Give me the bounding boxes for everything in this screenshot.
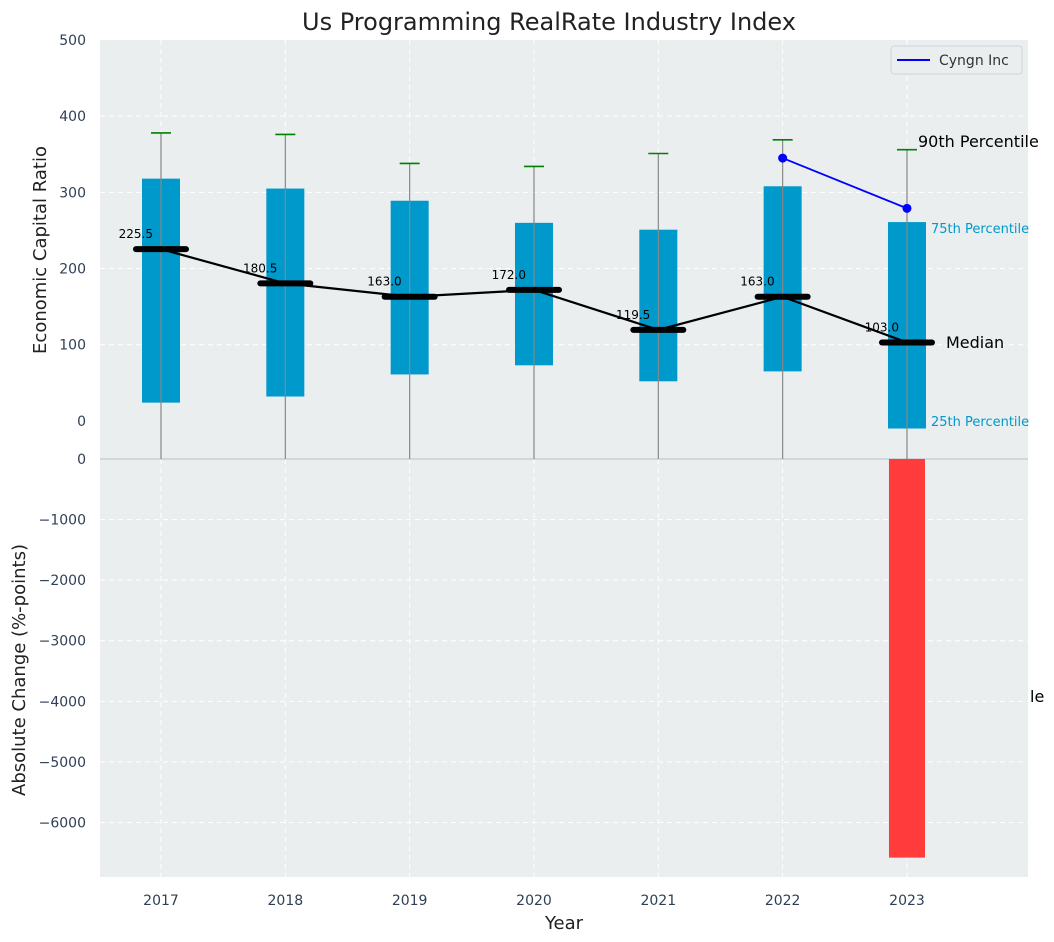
bottom-panel-grid <box>100 459 1028 877</box>
y-tick-label: −6000 <box>39 815 86 831</box>
annotation-p90: 90th Percentile <box>918 132 1039 151</box>
company-series <box>778 153 912 213</box>
y-tick-label: −1000 <box>39 513 86 529</box>
median-value-labels: 225.5 180.5 163.0 172.0 119.5 163.0 103.0 <box>119 227 899 334</box>
x-tick-label: 2018 <box>268 893 304 909</box>
bottom-y-axis-label: Absolute Change (%-points) <box>9 544 30 796</box>
legend-box <box>890 45 1023 75</box>
legend-label: Cyngn Inc <box>939 53 1009 69</box>
bottom-y-tick-labels: 0 −1000 −2000 −3000 −4000 −5000 −6000 <box>39 452 86 831</box>
annotation-p25: 25th Percentile <box>931 415 1029 430</box>
median-value-label: 163.0 <box>367 275 401 289</box>
y-tick-label: 400 <box>59 109 86 125</box>
annotation-p75: 75th Percentile <box>931 222 1029 237</box>
y-tick-label: −4000 <box>39 694 86 710</box>
x-axis-label: Year <box>544 913 584 934</box>
x-tick-label: 2022 <box>765 893 801 909</box>
median-value-label: 119.5 <box>616 308 650 322</box>
x-tick-labels: 2017 2018 2019 2020 2021 2022 2023 <box>143 893 925 909</box>
y-tick-label: 200 <box>59 262 86 278</box>
y-tick-label: −3000 <box>39 634 86 650</box>
series-point <box>778 153 788 163</box>
y-tick-label: 0 <box>77 414 86 430</box>
clipped-annotation: le <box>1030 687 1044 706</box>
top-y-tick-labels: 0 100 200 300 400 500 <box>59 33 86 430</box>
y-tick-label: 100 <box>59 338 86 354</box>
bottom-panel-bars <box>888 459 925 858</box>
y-tick-label: 300 <box>59 185 86 201</box>
x-tick-label: 2020 <box>516 893 552 909</box>
x-tick-label: 2017 <box>143 893 179 909</box>
top-panel-background <box>100 40 1028 459</box>
y-tick-label: 0 <box>77 452 86 468</box>
median-value-label: 180.5 <box>243 261 277 275</box>
median-trend-line <box>160 248 908 344</box>
x-tick-label: 2021 <box>640 893 676 909</box>
y-tick-label: −2000 <box>39 573 86 589</box>
legend: Cyngn Inc <box>890 45 1023 75</box>
bottom-panel-background <box>100 459 1028 877</box>
series-line <box>782 157 908 210</box>
median-value-label: 163.0 <box>740 275 774 289</box>
change-bar <box>888 459 925 858</box>
series-point <box>902 203 912 213</box>
top-y-axis-label: Economic Capital Ratio <box>30 146 51 354</box>
y-tick-label: −5000 <box>39 755 86 771</box>
median-value-label: 103.0 <box>865 320 899 334</box>
annotation-median: Median <box>946 333 1004 352</box>
y-tick-label: 500 <box>59 33 86 49</box>
chart-title: Us Programming RealRate Industry Index <box>302 8 796 36</box>
median-value-label: 225.5 <box>119 227 153 241</box>
x-tick-label: 2023 <box>889 893 925 909</box>
x-tick-label: 2019 <box>392 893 428 909</box>
median-trend <box>160 248 908 344</box>
median-value-label: 172.0 <box>492 268 526 282</box>
